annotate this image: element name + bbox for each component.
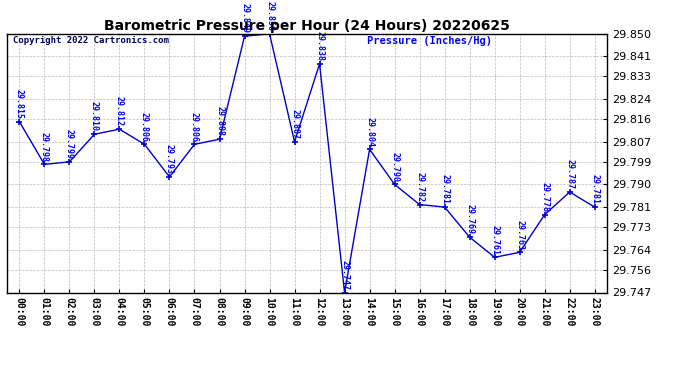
Text: 29.782: 29.782 [415,172,424,202]
Text: 29.806: 29.806 [190,111,199,141]
Text: 29.778: 29.778 [540,182,549,212]
Text: 29.747: 29.747 [340,260,349,290]
Text: 29.763: 29.763 [515,219,524,249]
Text: 29.850: 29.850 [265,1,274,31]
Text: 29.793: 29.793 [165,144,174,174]
Text: 29.790: 29.790 [390,152,399,182]
Title: Barometric Pressure per Hour (24 Hours) 20220625: Barometric Pressure per Hour (24 Hours) … [104,19,510,33]
Text: 29.812: 29.812 [115,96,124,126]
Text: Pressure (Inches/Hg): Pressure (Inches/Hg) [367,36,492,46]
Text: 29.804: 29.804 [365,117,374,147]
Text: Copyright 2022 Cartronics.com: Copyright 2022 Cartronics.com [13,36,169,45]
Text: 29.815: 29.815 [15,89,24,119]
Text: 29.799: 29.799 [65,129,74,159]
Text: 29.810: 29.810 [90,102,99,132]
Text: 29.808: 29.808 [215,106,224,136]
Text: 29.806: 29.806 [140,111,149,141]
Text: 29.781: 29.781 [440,174,449,204]
Text: 29.769: 29.769 [465,204,474,234]
Text: 29.798: 29.798 [40,132,49,162]
Text: 29.761: 29.761 [490,225,499,255]
Text: 29.849: 29.849 [240,3,249,33]
Text: 29.787: 29.787 [565,159,574,189]
Text: 29.838: 29.838 [315,31,324,61]
Text: 29.807: 29.807 [290,109,299,139]
Text: 29.781: 29.781 [590,174,599,204]
